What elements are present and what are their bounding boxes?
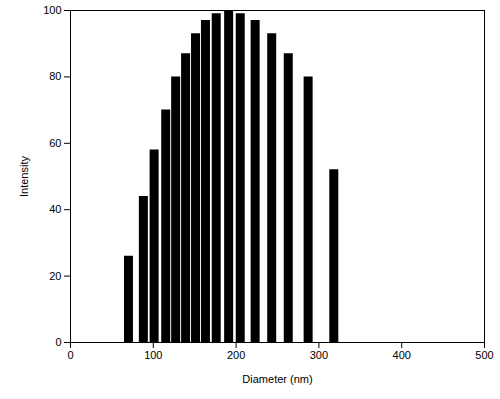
- svg-text:40: 40: [49, 203, 61, 215]
- svg-text:80: 80: [49, 70, 61, 82]
- svg-text:20: 20: [49, 270, 61, 282]
- svg-text:300: 300: [310, 349, 328, 361]
- svg-text:400: 400: [393, 349, 411, 361]
- svg-text:100: 100: [43, 4, 61, 16]
- svg-text:Intensity: Intensity: [18, 156, 30, 197]
- svg-text:100: 100: [144, 349, 162, 361]
- svg-text:500: 500: [475, 349, 493, 361]
- svg-text:200: 200: [227, 349, 245, 361]
- svg-text:Diameter (nm): Diameter (nm): [242, 373, 312, 385]
- svg-text:0: 0: [67, 349, 73, 361]
- svg-text:0: 0: [55, 336, 61, 348]
- svg-text:60: 60: [49, 137, 61, 149]
